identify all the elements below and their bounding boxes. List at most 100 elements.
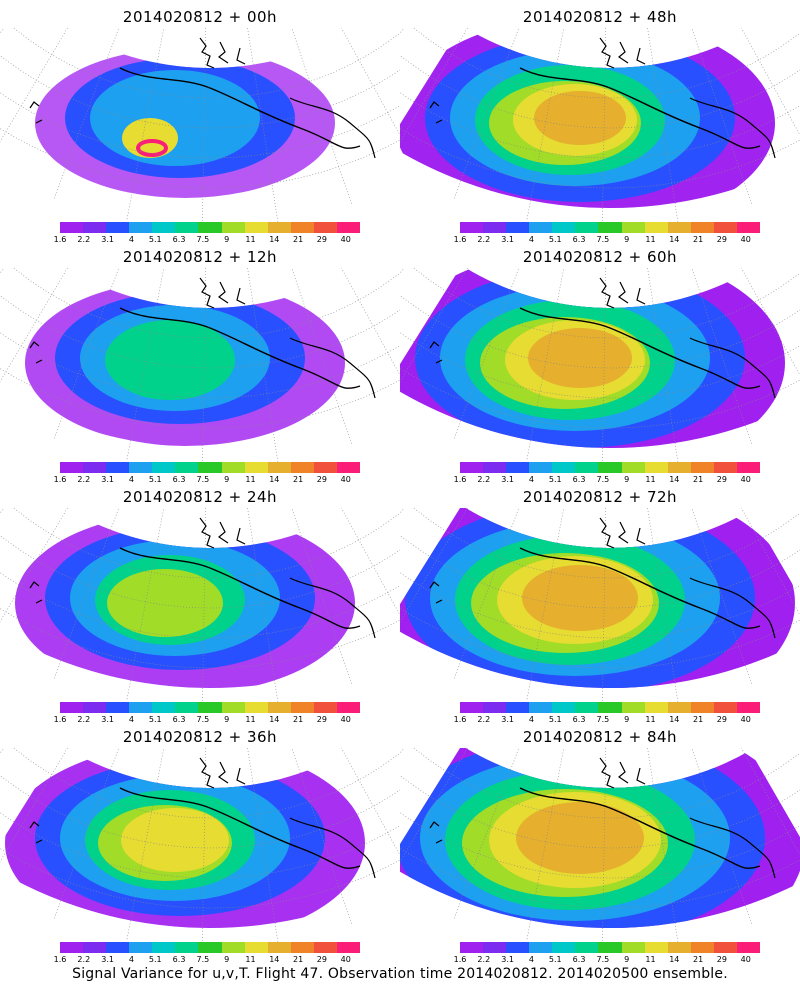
colorbar-label: 21 [693, 955, 704, 964]
colorbar-swatch [83, 702, 107, 713]
colorbar-swatch [152, 702, 176, 713]
map-panel-00h: 2014020812 + 00h 1.6 2.2 3.1 4 5.1 6.3 7.5 9 11 1… [0, 0, 400, 244]
colorbar-swatch [621, 462, 645, 473]
map-36h [0, 748, 400, 943]
colorbar-label: 4 [128, 955, 134, 964]
colorbar-swatch [552, 462, 576, 473]
colorbar-swatch [244, 702, 268, 713]
coastline [289, 97, 376, 159]
colorbar-swatch [267, 702, 291, 713]
coastline [599, 37, 646, 69]
coastline [199, 277, 246, 309]
colorbar-swatch [244, 942, 268, 953]
coastline [289, 337, 376, 399]
colorbar-swatch [221, 462, 245, 473]
colorbar-swatch [290, 462, 314, 473]
colorbar-labels: 1.6 2.2 3.1 4 5.1 6.3 7.5 9 11 14 21 29 40 [54, 715, 360, 725]
colorbar-labels: 1.6 2.2 3.1 4 5.1 6.3 7.5 9 11 14 21 29 40 [453, 715, 760, 725]
colorbar-swatch [152, 222, 176, 233]
map-field [400, 28, 800, 208]
colorbar-label: 3.1 [501, 955, 514, 964]
colorbar-label: 40 [340, 475, 351, 484]
colorbar-label: 1.6 [453, 955, 467, 964]
map-84h [400, 748, 800, 943]
colorbar-label: 14 [269, 475, 280, 484]
colorbar-swatch [313, 942, 337, 953]
colorbar-swatch [175, 702, 199, 713]
coastline [429, 101, 443, 124]
colorbar [60, 462, 361, 473]
colorbar-swatch [460, 222, 484, 233]
map-panel-84h: 2014020812 + 84h 1.6 2.2 3.1 4 5.1 6.3 7.5 9 11 1… [400, 720, 800, 964]
colorbar [60, 942, 361, 953]
panel-title: 2014020812 + 36h [122, 728, 278, 746]
colorbar-label: 2.2 [477, 475, 491, 484]
colorbar-swatch [460, 702, 484, 713]
colorbar-swatch [552, 702, 576, 713]
colorbar-label: 6.3 [172, 715, 186, 724]
colorbar-label: 6.3 [572, 235, 586, 244]
colorbar-label: 6.3 [172, 955, 186, 964]
coastline [689, 97, 776, 159]
colorbar-swatch [506, 942, 530, 953]
map-00h [0, 28, 400, 223]
colorbar-label: 29 [716, 475, 727, 484]
map-field [400, 508, 800, 688]
colorbar-label: 40 [340, 955, 351, 964]
colorbar-labels: 1.6 2.2 3.1 4 5.1 6.3 7.5 9 11 14 21 29 40 [54, 235, 360, 245]
colorbar-labels: 1.6 2.2 3.1 4 5.1 6.3 7.5 9 11 14 21 29 40 [453, 955, 760, 965]
colorbar-swatch [221, 942, 245, 953]
coastline [119, 547, 361, 629]
colorbar-swatch [552, 942, 576, 953]
colorbar-swatch [129, 702, 153, 713]
colorbar-label: 40 [340, 235, 351, 244]
colorbar-label: 5.1 [148, 715, 162, 724]
colorbar [460, 942, 761, 953]
colorbar-label: 7.5 [196, 715, 210, 724]
colorbar-label: 4 [528, 955, 534, 964]
colorbar-label: 6.3 [572, 475, 586, 484]
colorbar-label: 3.1 [501, 475, 514, 484]
panel-title: 2014020812 + 24h [122, 488, 278, 506]
colorbar-label: 11 [645, 715, 656, 724]
colorbar-label: 3.1 [101, 955, 114, 964]
colorbar [460, 222, 761, 233]
coastline [599, 277, 646, 309]
colorbar-swatch [736, 462, 761, 473]
colorbar-swatch [529, 942, 553, 953]
colorbar-swatch [221, 222, 245, 233]
colorbar-label: 5.1 [148, 955, 162, 964]
colorbar-swatch [313, 222, 337, 233]
colorbar-label: 14 [269, 955, 280, 964]
colorbar-swatch [290, 702, 314, 713]
map-24h [0, 508, 400, 703]
colorbar-swatch [83, 462, 107, 473]
colorbar-swatch [198, 462, 222, 473]
panel-title: 2014020812 + 84h [522, 728, 678, 746]
colorbar-label: 4 [528, 235, 534, 244]
panel-title: 2014020812 + 48h [522, 8, 678, 26]
colorbar-swatch [313, 462, 337, 473]
colorbar-swatch [152, 462, 176, 473]
coastline [289, 817, 376, 879]
colorbar-label: 40 [740, 955, 751, 964]
colorbar-label: 14 [669, 955, 680, 964]
colorbar-swatch [152, 942, 176, 953]
colorbar-label: 1.6 [453, 715, 467, 724]
coastline [689, 337, 776, 399]
colorbar [460, 462, 761, 473]
figure-caption: Signal Variance for u,v,T. Flight 47. Ob… [72, 966, 728, 982]
colorbar-label: 9 [224, 715, 230, 724]
colorbar-label: 1.6 [453, 235, 467, 244]
colorbar-swatch [106, 702, 130, 713]
colorbar-label: 9 [224, 475, 230, 484]
coastline [519, 547, 761, 629]
colorbar-swatch [244, 222, 268, 233]
colorbar-swatch [598, 222, 622, 233]
map-12h [0, 268, 400, 463]
colorbar-swatch [129, 222, 153, 233]
colorbar-label: 6.3 [172, 235, 186, 244]
coastline [429, 581, 443, 604]
colorbar-label: 11 [645, 475, 656, 484]
colorbar-label: 1.6 [53, 475, 67, 484]
